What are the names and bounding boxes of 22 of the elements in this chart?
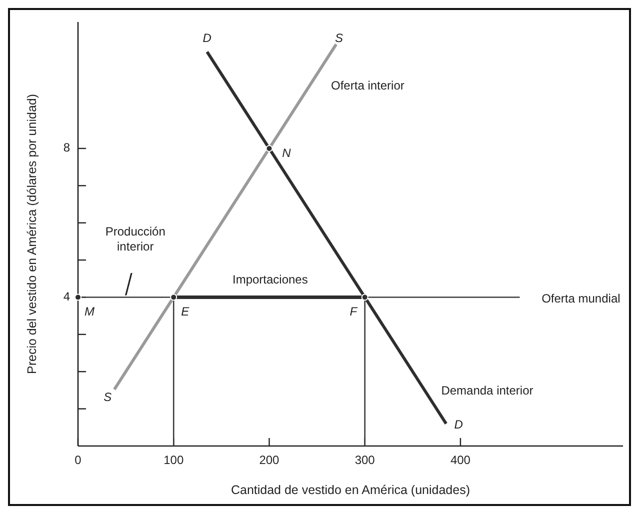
annotation: Oferta mundial [542, 291, 620, 306]
x-tick-label: 0 [74, 453, 82, 467]
annotation: Demanda interior [441, 384, 534, 398]
annotation: D [202, 30, 212, 45]
y-axis-title: Precio del vestido en América (dólares por unidad) [25, 94, 39, 374]
annotation: N [282, 146, 292, 160]
annotation: Producción interior [105, 224, 166, 254]
annotation: S [104, 390, 112, 404]
annotation: S [335, 30, 344, 45]
annotation: F [350, 304, 358, 318]
x-tick-label: 100 [164, 453, 184, 467]
y-tick-label: 8 [63, 140, 70, 155]
x-axis-title: Cantidad de vestido en América (unidades) [230, 483, 470, 497]
x-tick-label: 300 [354, 453, 376, 467]
annotation: Oferta interior [331, 78, 404, 93]
x-tick-label: 400 [450, 453, 471, 467]
annotation: M [84, 304, 94, 318]
annotation: E [181, 304, 190, 318]
annotation: D [454, 418, 464, 432]
annotation: Importaciones [232, 272, 308, 287]
x-tick-label: 200 [259, 453, 280, 467]
y-tick-label: 4 [63, 289, 70, 304]
